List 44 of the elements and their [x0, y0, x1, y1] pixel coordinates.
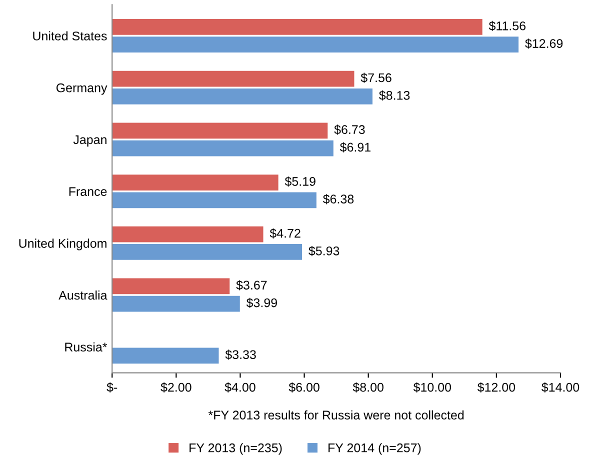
y-tick-label: France — [69, 187, 107, 196]
bar — [112, 244, 302, 260]
bar — [112, 296, 240, 312]
x-tick-label: $14.00 — [542, 382, 580, 392]
data-label: $4.72 — [270, 228, 300, 238]
bar — [112, 226, 264, 242]
data-label: $6.38 — [322, 194, 354, 204]
y-tick-label: Japan — [73, 135, 106, 147]
x-tick-label: $10.00 — [413, 382, 452, 392]
legend-label: FY 2013 (n=235) — [190, 443, 282, 455]
x-tick-label: $8.00 — [352, 382, 384, 392]
data-label: $8.13 — [379, 90, 410, 101]
y-tick-label: United States — [33, 31, 107, 40]
x-tick-label: $4.00 — [224, 382, 256, 392]
x-tick-label: $- — [106, 382, 118, 392]
data-label: $7.56 — [360, 72, 392, 83]
data-label: $3.99 — [246, 298, 277, 308]
data-label: $6.73 — [334, 124, 365, 135]
data-label: $3.33 — [225, 350, 256, 360]
data-label: $5.93 — [308, 246, 340, 256]
y-tick-label: Russia* — [65, 342, 108, 352]
bar — [112, 19, 482, 35]
bar — [112, 88, 372, 104]
bar — [112, 70, 354, 87]
bar — [112, 36, 519, 53]
data-label: $12.69 — [525, 38, 563, 49]
data-label: $6.91 — [340, 142, 370, 152]
bar — [112, 348, 219, 364]
bar — [112, 174, 278, 190]
y-tick-label: Germany — [56, 83, 108, 95]
data-label: $3.67 — [236, 280, 267, 290]
bar — [112, 278, 230, 294]
data-label: $11.56 — [488, 20, 526, 32]
data-label: $5.19 — [284, 176, 316, 187]
y-tick-label: Australia — [58, 290, 108, 300]
x-tick-label: $2.00 — [160, 382, 192, 392]
bar — [112, 140, 334, 156]
y-tick-label: United Kingdom — [19, 238, 106, 250]
x-tick-label: $6.00 — [288, 382, 320, 392]
x-tick-label: $12.00 — [477, 382, 516, 392]
bar — [112, 192, 316, 208]
bar — [112, 122, 328, 139]
legend-label: FY 2014 (n=257) — [328, 443, 421, 455]
text: *FY 2013 results for Russia were not collected — [208, 410, 464, 420]
